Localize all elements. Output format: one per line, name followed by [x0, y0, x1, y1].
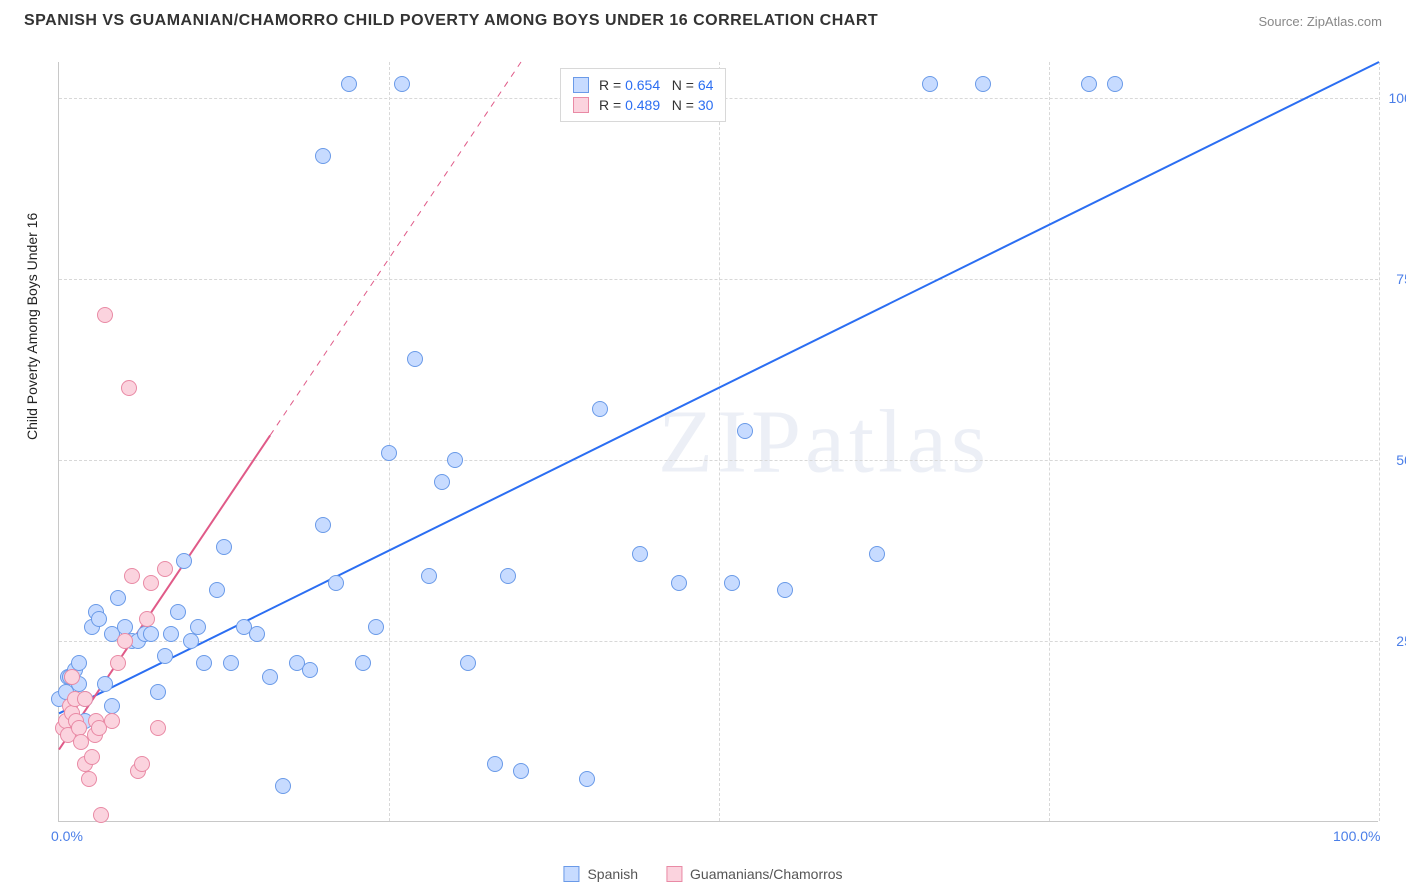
data-point-guamanian [93, 807, 109, 823]
y-axis-title: Child Poverty Among Boys Under 16 [24, 213, 40, 440]
data-point-guamanian [84, 749, 100, 765]
y-tick-label: 75.0% [1396, 271, 1406, 287]
x-tick-label: 100.0% [1333, 828, 1380, 844]
data-point-spanish [328, 575, 344, 591]
data-point-spanish [157, 648, 173, 664]
data-point-guamanian [134, 756, 150, 772]
corr-legend-row-spanish: R = 0.654 N = 64 [573, 75, 713, 95]
data-point-spanish [975, 76, 991, 92]
data-point-guamanian [121, 380, 137, 396]
data-point-spanish [592, 401, 608, 417]
scatter-plot-area: ZIPatlas 25.0%50.0%75.0%100.0%0.0%100.0% [58, 62, 1378, 822]
series-legend-label: Guamanians/Chamorros [690, 866, 843, 882]
data-point-spanish [315, 517, 331, 533]
legend-swatch [573, 77, 589, 93]
correlation-legend: R = 0.654 N = 64 R = 0.489 N = 30 [560, 68, 726, 122]
corr-text: R = 0.489 N = 30 [599, 97, 713, 113]
source-name: ZipAtlas.com [1307, 14, 1382, 29]
data-point-spanish [421, 568, 437, 584]
trend-lines [59, 62, 1379, 822]
series-legend-item-spanish: Spanish [563, 866, 638, 882]
y-tick-label: 100.0% [1389, 90, 1406, 106]
data-point-guamanian [97, 307, 113, 323]
data-point-spanish [183, 633, 199, 649]
x-tick-label: 0.0% [51, 828, 83, 844]
data-point-guamanian [157, 561, 173, 577]
data-point-guamanian [150, 720, 166, 736]
data-point-guamanian [117, 633, 133, 649]
data-point-spanish [176, 553, 192, 569]
data-point-spanish [500, 568, 516, 584]
y-tick-label: 50.0% [1396, 452, 1406, 468]
data-point-spanish [869, 546, 885, 562]
legend-swatch [573, 97, 589, 113]
data-point-spanish [1107, 76, 1123, 92]
data-point-guamanian [71, 720, 87, 736]
data-point-spanish [1081, 76, 1097, 92]
data-point-spanish [579, 771, 595, 787]
data-point-spanish [368, 619, 384, 635]
data-point-spanish [223, 655, 239, 671]
data-point-spanish [302, 662, 318, 678]
data-point-spanish [262, 669, 278, 685]
corr-legend-row-guamanian: R = 0.489 N = 30 [573, 95, 713, 115]
data-point-spanish [91, 611, 107, 627]
data-point-spanish [275, 778, 291, 794]
gridline-v [1379, 62, 1380, 821]
data-point-spanish [341, 76, 357, 92]
legend-swatch [666, 866, 682, 882]
data-point-spanish [249, 626, 265, 642]
source-attribution: Source: ZipAtlas.com [1258, 14, 1382, 29]
data-point-spanish [513, 763, 529, 779]
data-point-spanish [216, 539, 232, 555]
data-point-spanish [394, 76, 410, 92]
data-point-spanish [143, 626, 159, 642]
data-point-spanish [737, 423, 753, 439]
data-point-spanish [487, 756, 503, 772]
data-point-guamanian [124, 568, 140, 584]
chart-title: SPANISH VS GUAMANIAN/CHAMORRO CHILD POVE… [24, 12, 878, 30]
data-point-spanish [315, 148, 331, 164]
data-point-spanish [190, 619, 206, 635]
data-point-spanish [97, 676, 113, 692]
data-point-spanish [671, 575, 687, 591]
data-point-guamanian [81, 771, 97, 787]
data-point-spanish [209, 582, 225, 598]
data-point-spanish [110, 590, 126, 606]
data-point-spanish [163, 626, 179, 642]
data-point-spanish [150, 684, 166, 700]
series-legend-label: Spanish [587, 866, 638, 882]
corr-text: R = 0.654 N = 64 [599, 77, 713, 93]
data-point-guamanian [64, 669, 80, 685]
data-point-guamanian [77, 691, 93, 707]
data-point-spanish [777, 582, 793, 598]
data-point-spanish [407, 351, 423, 367]
data-point-spanish [447, 452, 463, 468]
legend-swatch [563, 866, 579, 882]
data-point-spanish [632, 546, 648, 562]
data-point-spanish [355, 655, 371, 671]
data-point-guamanian [104, 713, 120, 729]
source-label: Source: [1258, 14, 1306, 29]
data-point-guamanian [110, 655, 126, 671]
y-tick-label: 25.0% [1396, 633, 1406, 649]
data-point-spanish [724, 575, 740, 591]
data-point-spanish [922, 76, 938, 92]
series-legend-item-guamanian: Guamanians/Chamorros [666, 866, 843, 882]
data-point-spanish [196, 655, 212, 671]
data-point-spanish [460, 655, 476, 671]
data-point-spanish [170, 604, 186, 620]
data-point-guamanian [143, 575, 159, 591]
data-point-spanish [381, 445, 397, 461]
series-legend: Spanish Guamanians/Chamorros [563, 866, 842, 882]
data-point-spanish [434, 474, 450, 490]
data-point-guamanian [139, 611, 155, 627]
